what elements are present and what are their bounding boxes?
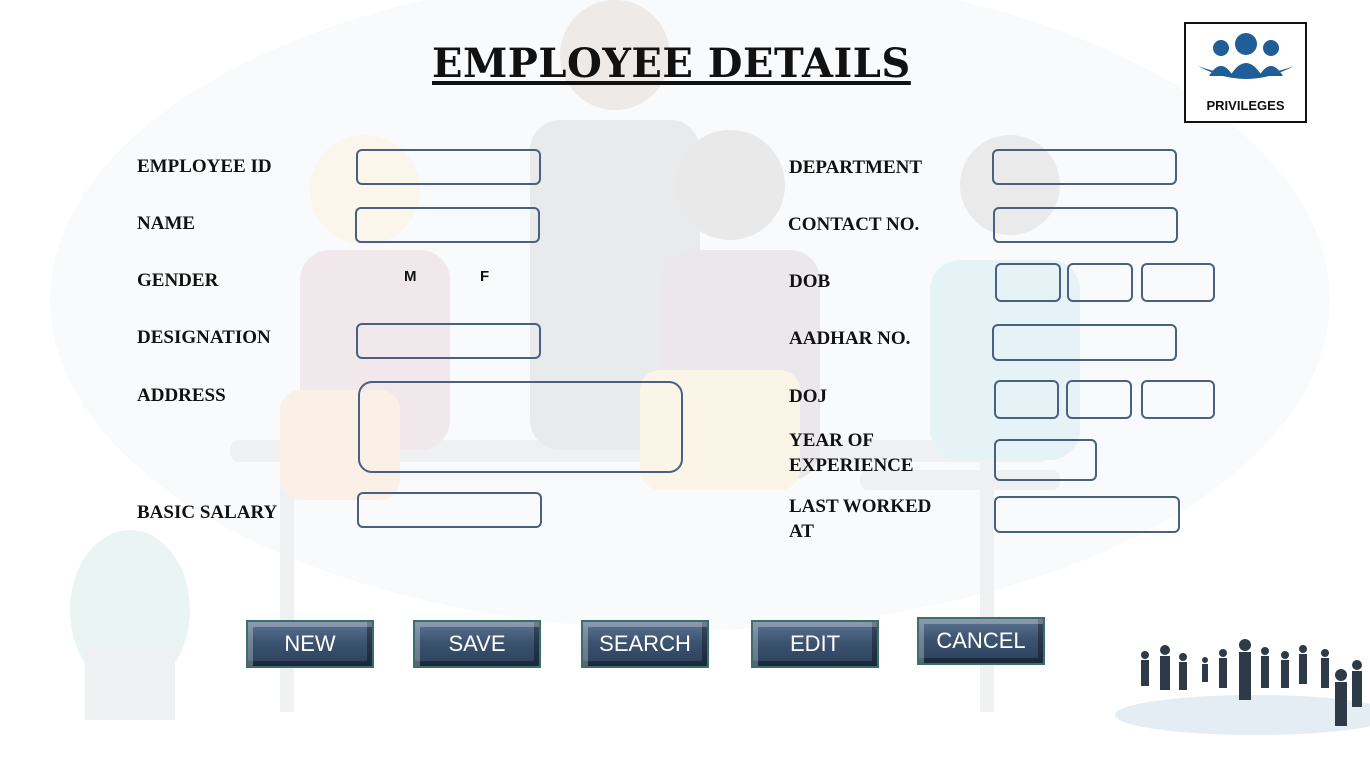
dob-label: DOB	[789, 271, 831, 292]
dob-year-input[interactable]	[1141, 263, 1215, 302]
doj-label: DOJ	[789, 386, 827, 407]
address-textarea[interactable]	[358, 381, 683, 473]
department-label: DEPARTMENT	[789, 157, 923, 178]
last-worked-at-input[interactable]	[994, 496, 1180, 533]
people-group-icon	[1198, 33, 1294, 79]
save-button[interactable]: SAVE	[413, 620, 541, 668]
basic-salary-input[interactable]	[357, 492, 542, 528]
year-of-experience-label-line2: EXPERIENCE	[789, 455, 914, 476]
address-label: ADDRESS	[137, 385, 226, 406]
last-worked-at-label-line2: AT	[789, 521, 814, 542]
designation-input[interactable]	[356, 323, 541, 359]
contact-no-label: CONTACT NO.	[788, 214, 920, 235]
aadhar-no-label: AADHAR NO.	[789, 328, 911, 349]
last-worked-at-label: LAST WORKED AT	[789, 494, 931, 544]
doj-year-input[interactable]	[1141, 380, 1215, 419]
year-of-experience-input[interactable]	[994, 439, 1097, 481]
gender-female-option[interactable]: F	[480, 268, 490, 285]
aadhar-no-input[interactable]	[992, 324, 1177, 361]
dob-day-input[interactable]	[995, 263, 1061, 302]
gender-label: GENDER	[137, 270, 219, 291]
year-of-experience-label: YEAR OF EXPERIENCE	[789, 428, 914, 478]
year-of-experience-label-line1: YEAR OF	[789, 430, 874, 451]
employee-id-input[interactable]	[356, 149, 541, 185]
doj-day-input[interactable]	[994, 380, 1059, 419]
new-button[interactable]: NEW	[246, 620, 374, 668]
page-title: EMPLOYEE DETAILS	[432, 40, 911, 87]
last-worked-at-label-line1: LAST WORKED	[789, 496, 932, 517]
contact-no-input[interactable]	[993, 207, 1178, 243]
employee-id-label: EMPLOYEE ID	[137, 156, 272, 177]
doj-month-input[interactable]	[1066, 380, 1132, 419]
privileges-label: PRIVILEGES	[1206, 98, 1285, 113]
business-people-crowd-decoration	[1115, 639, 1370, 735]
edit-button[interactable]: EDIT	[751, 620, 879, 668]
gender-male-option[interactable]: M	[404, 268, 417, 285]
cancel-button[interactable]: CANCEL	[917, 617, 1045, 665]
basic-salary-label: BASIC SALARY	[137, 502, 278, 523]
name-label: NAME	[137, 213, 196, 234]
privileges-button[interactable]: PRIVILEGES	[1184, 22, 1307, 123]
dob-month-input[interactable]	[1067, 263, 1133, 302]
search-button[interactable]: SEARCH	[581, 620, 709, 668]
designation-label: DESIGNATION	[137, 327, 271, 348]
name-input[interactable]	[355, 207, 540, 243]
department-input[interactable]	[992, 149, 1177, 185]
